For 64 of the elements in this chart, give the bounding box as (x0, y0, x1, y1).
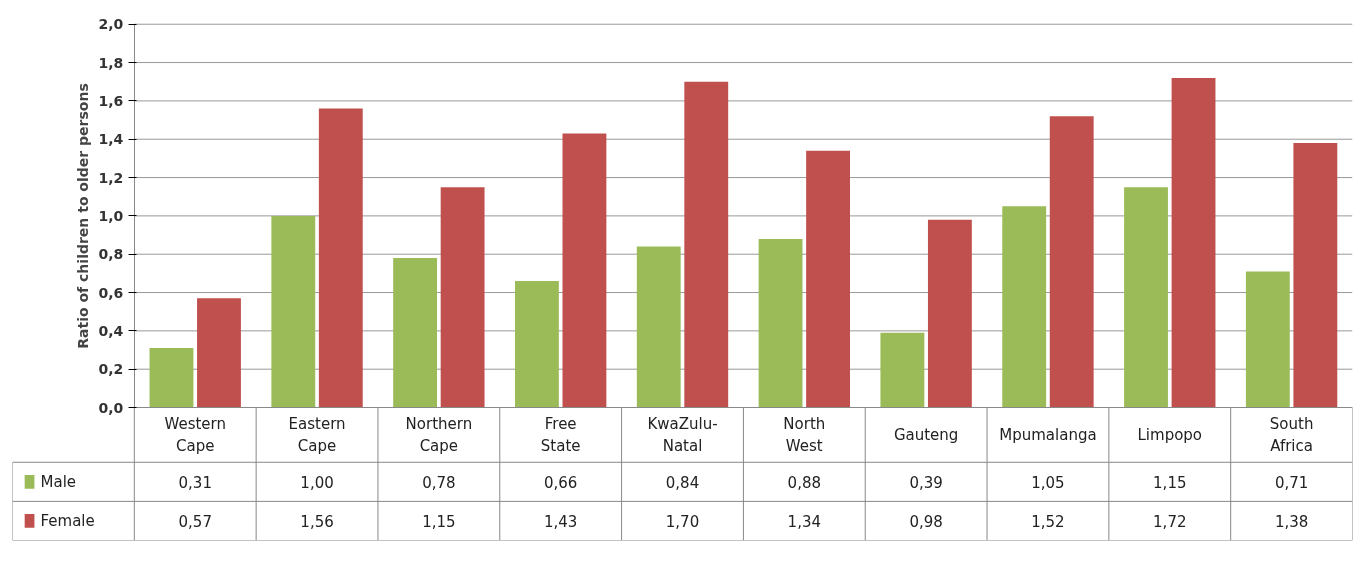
bar (440, 187, 485, 408)
bar (197, 298, 241, 408)
bar (562, 133, 607, 408)
data-label: 0,39 (909, 473, 943, 492)
data-label: 1,70 (665, 512, 700, 531)
y-tick-label: 1,8 (98, 54, 124, 71)
data-label: 1,72 (1153, 512, 1187, 531)
x-tick-label: Mpumalanga (999, 425, 1097, 444)
data-label: 1,52 (1031, 512, 1065, 531)
data-label: 0,98 (909, 512, 943, 531)
bar (271, 215, 316, 408)
bar (684, 81, 729, 408)
bar (1293, 143, 1338, 408)
data-label: 0,71 (1274, 473, 1309, 492)
data-label: 0,84 (665, 473, 700, 492)
data-label: 1,34 (787, 512, 822, 531)
bar (636, 246, 681, 408)
bar (927, 219, 972, 408)
y-tick-label: 0,4 (98, 322, 124, 339)
x-tick-label: South Africa (1269, 415, 1314, 455)
data-label: 1,56 (300, 512, 334, 531)
y-tick-label: 1,6 (98, 92, 124, 109)
bar (806, 150, 850, 408)
legend-label: Male (40, 472, 77, 491)
x-tick-label: Limpopo (1137, 425, 1203, 444)
bar (1171, 77, 1216, 408)
y-tick-label: 0,0 (98, 399, 124, 416)
data-label: 1,15 (422, 512, 456, 531)
bar (880, 332, 925, 408)
x-tick-label: North West (783, 415, 826, 455)
y-tick-label: 0,8 (98, 246, 124, 263)
data-label: 1,15 (1153, 473, 1187, 492)
bar (1002, 206, 1047, 408)
y-tick-label: 0,2 (98, 361, 124, 378)
x-tick-label: Northern Cape (405, 415, 473, 455)
y-tick-label: 0,6 (98, 284, 124, 301)
x-tick-label: Free State (540, 415, 581, 455)
data-label: 0,66 (543, 473, 578, 492)
bar (1049, 116, 1094, 408)
data-label: 0,88 (787, 473, 822, 492)
data-label: 1,43 (543, 512, 578, 531)
bar (515, 281, 559, 408)
data-label: 0,78 (422, 473, 456, 492)
bar (318, 108, 363, 408)
bar (1124, 187, 1168, 408)
bar (393, 258, 438, 408)
data-label: 1,38 (1274, 512, 1309, 531)
bar (1245, 271, 1290, 408)
y-tick-label: 2,0 (98, 16, 124, 33)
data-label: 1,00 (300, 473, 334, 492)
y-tick-label: 1,0 (98, 207, 124, 224)
bar (149, 348, 194, 408)
y-tick-label: 1,4 (98, 131, 124, 148)
legend-label: Female (40, 511, 95, 530)
data-label: 1,05 (1031, 473, 1065, 492)
y-tick-label: 1,2 (98, 169, 124, 186)
x-tick-label: Eastern Cape (288, 415, 346, 455)
x-tick-label: Western Cape (164, 415, 226, 455)
x-tick-label: KwaZulu-Natal (647, 415, 718, 455)
data-label: 0,31 (178, 473, 212, 492)
y-axis-title: Ratio of children to older persons (74, 83, 91, 349)
bar (758, 238, 803, 408)
x-tick-label: Gauteng (893, 425, 959, 444)
data-label: 0,57 (178, 512, 212, 531)
